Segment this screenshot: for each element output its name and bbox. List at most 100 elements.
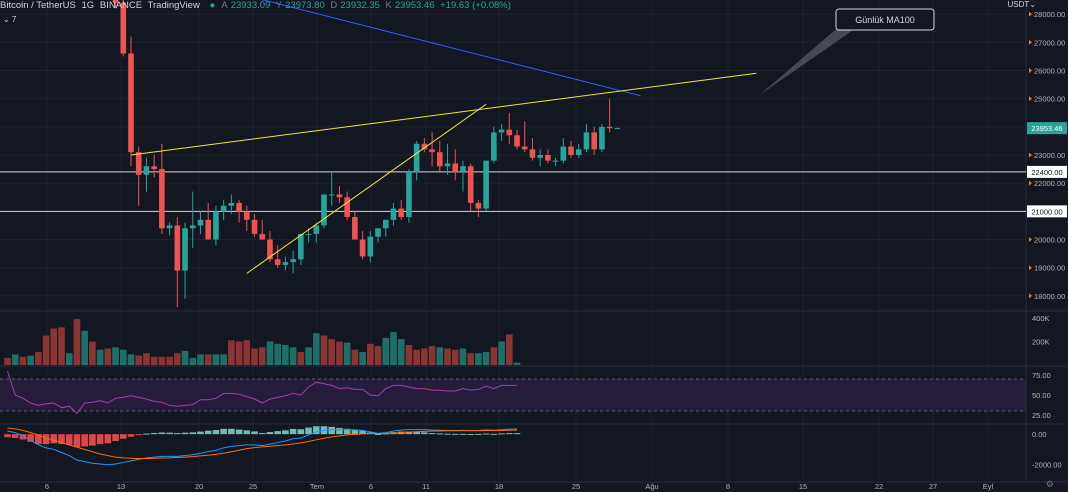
ma100-line <box>261 0 641 97</box>
candle-body <box>344 197 350 217</box>
macd-histogram-bar <box>112 434 119 442</box>
candle-body <box>537 155 543 158</box>
volume-bar <box>150 356 158 365</box>
symbol-name[interactable]: Bitcoin / TetherUS <box>0 0 76 11</box>
volume-bar <box>27 355 34 365</box>
time-axis-label: 20 <box>195 482 203 491</box>
time-axis-label: 8 <box>726 482 730 491</box>
macd-histogram-bar <box>258 432 266 435</box>
candle-body <box>382 219 389 229</box>
time-axis-label: 6 <box>45 482 49 491</box>
volume-bar <box>81 330 88 365</box>
rsi-band <box>0 379 1026 411</box>
candle-body <box>521 146 528 150</box>
candle-body <box>290 259 296 263</box>
interval-label[interactable]: 1G <box>81 0 95 11</box>
candle-body <box>367 236 374 257</box>
price-axis-label: 18000.00 <box>1034 292 1065 301</box>
low-label: D <box>330 0 338 11</box>
price-alert-marker <box>1029 96 1032 102</box>
volume-bar <box>390 332 397 365</box>
candle-body <box>390 208 397 220</box>
time-axis-label: 25 <box>249 482 257 491</box>
candle-body <box>352 217 358 240</box>
macd-histogram-bar <box>181 432 189 435</box>
macd-histogram-bar <box>81 434 88 447</box>
candle-body <box>498 129 505 133</box>
candle-body <box>375 228 381 237</box>
price-axis-label: 25000.00 <box>1034 95 1065 104</box>
macd-histogram-bar <box>351 429 359 435</box>
candle-body <box>197 219 204 226</box>
exchange-label: BINANCE <box>99 0 143 11</box>
chart-header: Bitcoin / TetherUS 1G BINANCE TradingVie… <box>0 0 514 14</box>
volume-bar <box>243 340 251 365</box>
volume-bar <box>143 353 150 365</box>
volume-bar <box>282 344 289 365</box>
trendline <box>246 103 487 274</box>
volume-bar <box>451 349 459 365</box>
volume-bar <box>4 357 11 365</box>
macd-histogram-bar <box>89 434 96 446</box>
volume-bar <box>513 362 521 365</box>
close-value: 23953.46 <box>394 0 435 11</box>
volume-bar <box>444 348 451 365</box>
volume-bar <box>19 356 27 365</box>
candle-body <box>421 143 428 150</box>
volume-bar <box>174 353 181 365</box>
volume-bar <box>428 346 436 365</box>
volume-bar <box>251 348 258 365</box>
time-axis-label: 15 <box>799 482 807 491</box>
volume-bar <box>405 344 413 365</box>
currency-select[interactable]: USDT⌄ <box>1007 0 1036 9</box>
volume-bar <box>189 357 197 365</box>
volume-bar <box>135 355 143 365</box>
candle-body <box>321 194 327 226</box>
macd-histogram-bar <box>444 433 451 435</box>
candle-body <box>452 163 459 172</box>
gear-icon[interactable]: ⚙ <box>1045 479 1054 489</box>
indicators-toggle[interactable]: ⌄ 7 <box>3 15 17 24</box>
price-axis-label: 26000.00 <box>1034 66 1065 75</box>
time-axis-label: 25 <box>572 482 580 491</box>
volume-bar <box>89 341 96 365</box>
candle-body <box>437 152 443 167</box>
macd-histogram-bar <box>274 431 281 435</box>
macd-histogram-bar <box>266 432 274 435</box>
trendline <box>130 72 757 156</box>
callout-pointer <box>760 24 862 95</box>
candle-body <box>267 239 273 260</box>
volume-bar <box>228 340 235 365</box>
price-axis-label: 20000.00 <box>1034 236 1065 245</box>
price-axis-label: 22000.00 <box>1034 179 1065 188</box>
volume-bar <box>258 347 266 365</box>
macd-histogram-bar <box>4 434 11 438</box>
last-price-tag <box>1027 122 1067 135</box>
time-axis-label: 13 <box>117 482 125 491</box>
volume-bar <box>58 327 65 365</box>
volume-bar <box>367 343 374 365</box>
price-axis-label: 23000.00 <box>1034 151 1065 160</box>
time-axis-label: 6 <box>369 482 373 491</box>
hline-price-tag <box>1027 205 1067 218</box>
candle-body <box>475 202 482 209</box>
macd-histogram-bar <box>127 434 135 437</box>
macd-histogram-bar <box>104 434 112 444</box>
candle-body <box>244 211 250 220</box>
candle-body <box>220 205 227 212</box>
callout-box <box>835 8 935 31</box>
volume-bar <box>197 354 204 365</box>
candle-body <box>429 149 435 153</box>
volume-bar <box>104 348 112 365</box>
volume-bar <box>166 356 173 365</box>
macd-histogram-bar <box>135 434 143 436</box>
macd-histogram-bar <box>451 433 459 435</box>
price-alert-marker <box>1029 180 1032 186</box>
volume-bar <box>498 341 505 365</box>
macd-histogram-bar <box>359 430 366 435</box>
price-axis-label: 19000.00 <box>1034 264 1065 273</box>
volume-bar <box>204 354 212 365</box>
change-value: +19.63 (+0.08%) <box>440 0 511 11</box>
macd-histogram-bar <box>73 434 81 448</box>
